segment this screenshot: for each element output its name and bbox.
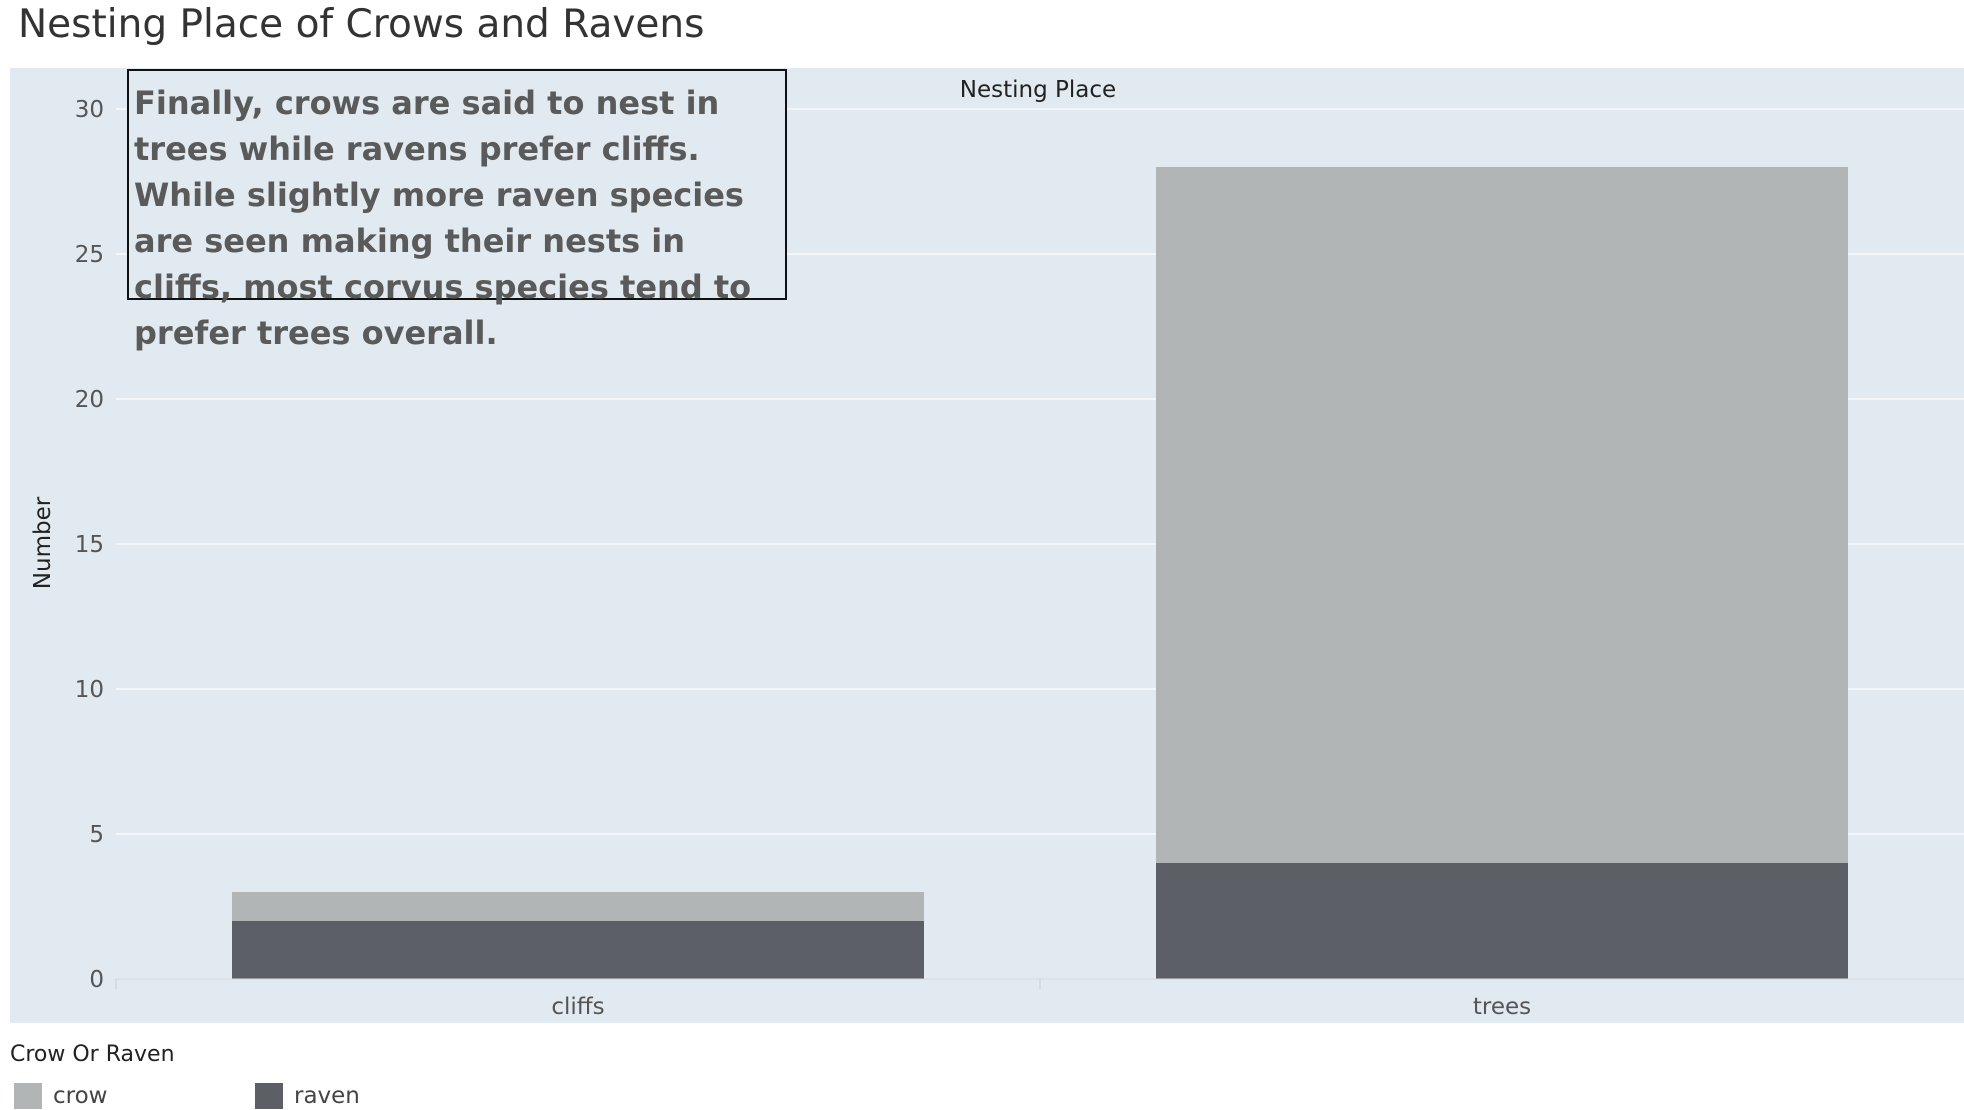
legend-swatch-raven (255, 1083, 283, 1109)
bar-cliffs-raven (232, 921, 924, 979)
category-header: Nesting Place (960, 77, 1116, 103)
legend-swatch-crow (14, 1083, 42, 1109)
y-tick-label-5: 5 (89, 822, 104, 848)
annotation-text: Finally, crows are said to nest in trees… (127, 69, 787, 352)
legend-label-raven: raven (294, 1083, 360, 1109)
legend-item-raven: raven (255, 1082, 360, 1110)
y-axis-label: Number (30, 496, 56, 589)
bar-trees-raven (1156, 863, 1848, 979)
x-tick-label-cliffs: cliffs (551, 994, 604, 1020)
y-tick-label-20: 20 (75, 387, 104, 413)
y-tick-label-30: 30 (75, 97, 104, 123)
legend-item-crow: crow (14, 1082, 107, 1110)
legend-label-crow: crow (53, 1083, 108, 1109)
y-axis-ticks: 0 5 10 15 20 25 30 (75, 97, 104, 993)
bars (232, 167, 1848, 979)
legend-title: Crow Or Raven (10, 1042, 175, 1067)
bar-cliffs-crow (232, 892, 924, 921)
x-axis-ticks: cliffs trees (551, 994, 1531, 1020)
y-tick-label-25: 25 (75, 242, 104, 268)
y-tick-label-10: 10 (75, 677, 104, 703)
y-tick-label-15: 15 (75, 532, 104, 558)
bar-trees-crow (1156, 167, 1848, 863)
y-tick-label-0: 0 (89, 967, 104, 993)
chart-title: Nesting Place of Crows and Ravens (18, 2, 705, 47)
x-tick-label-trees: trees (1473, 994, 1531, 1020)
